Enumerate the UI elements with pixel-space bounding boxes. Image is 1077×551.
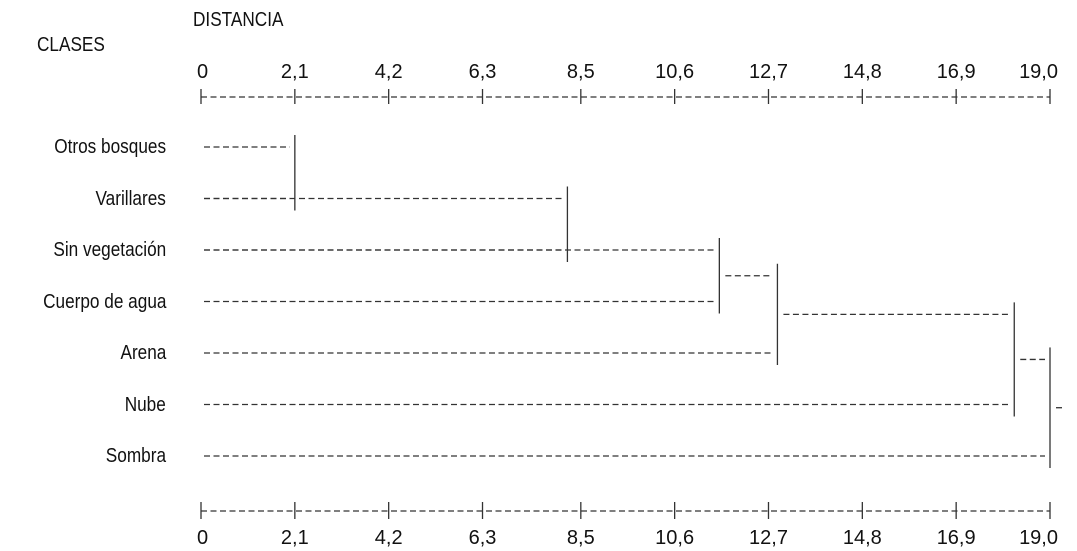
top-tick-label: 14,8 bbox=[842, 61, 882, 83]
top-tick-label: 19,0 bbox=[1019, 61, 1058, 83]
class-label: Varillares bbox=[95, 187, 166, 210]
bottom-tick-label: 12,7 bbox=[749, 527, 788, 549]
bottom-tick-label: 4,2 bbox=[374, 527, 403, 549]
class-label: Otros bosques bbox=[54, 136, 167, 158]
class-label: Nube bbox=[124, 393, 166, 416]
bottom-tick-label: 10,6 bbox=[655, 527, 695, 549]
top-tick-label: 12,7 bbox=[749, 61, 788, 83]
class-label: Cuerpo de agua bbox=[43, 290, 167, 313]
top-tick-label: 4,2 bbox=[374, 61, 403, 83]
class-label: Sin vegetación bbox=[53, 239, 167, 261]
top-tick-label: 10,6 bbox=[655, 61, 695, 83]
class-label: Sombra bbox=[105, 445, 167, 467]
bottom-tick-label: 6,3 bbox=[468, 527, 497, 549]
top-tick-label: 16,9 bbox=[936, 61, 976, 83]
classes-header: CLASES bbox=[37, 34, 105, 56]
top-tick-label: 8,5 bbox=[566, 61, 595, 83]
class-label: Arena bbox=[120, 342, 167, 364]
bottom-tick-label: 0 bbox=[197, 527, 209, 549]
top-tick-label: 6,3 bbox=[468, 61, 497, 83]
top-tick-label: 0 bbox=[197, 61, 209, 83]
distance-header: DISTANCIA bbox=[193, 9, 284, 31]
bottom-tick-label: 2,1 bbox=[280, 527, 309, 549]
bottom-tick-label: 8,5 bbox=[566, 527, 595, 549]
bottom-tick-label: 14,8 bbox=[842, 527, 882, 549]
bottom-tick-label: 19,0 bbox=[1019, 527, 1058, 549]
top-tick-label: 2,1 bbox=[280, 61, 309, 83]
bottom-tick-label: 16,9 bbox=[936, 527, 976, 549]
